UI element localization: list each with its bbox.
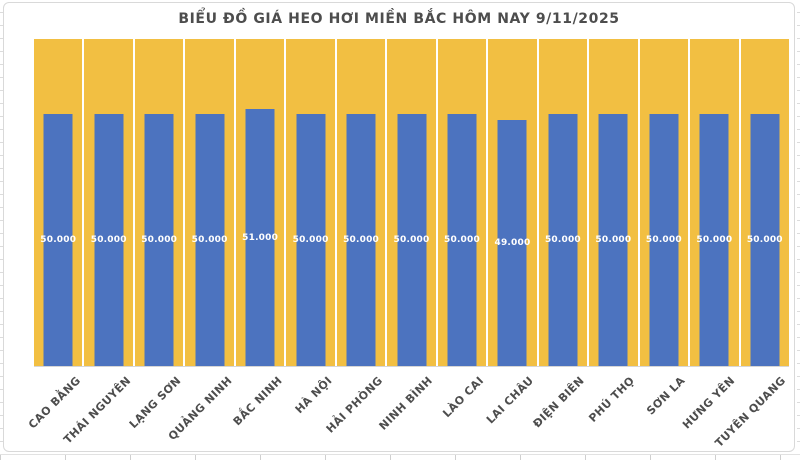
bar: 50.000	[91, 114, 126, 366]
category-label: HÀ NỘI	[292, 374, 336, 417]
bar-value-label: 50.000	[595, 235, 632, 246]
bar-value-label: 50.000	[191, 235, 228, 246]
x-axis-labels: CAO BẰNG THÁI NGUYÊN LẠNG SƠN QUẢNG NINH BẮC…	[26, 370, 789, 452]
category-label: NINH BÌNH	[376, 374, 436, 433]
bar: 50.000	[192, 114, 227, 366]
background-column: 50.000	[690, 39, 739, 366]
bar-value-label: 50.000	[141, 235, 178, 246]
background-column: 50.000	[336, 39, 386, 366]
bar-value-label: 50.000	[90, 235, 127, 246]
background-column: 50.000	[185, 39, 234, 366]
background-column: 50.000	[34, 39, 83, 366]
category-label: ĐIỆN BIÊN	[530, 374, 587, 431]
bar: 50.000	[343, 114, 379, 366]
bar: 50.000	[40, 114, 76, 366]
chart-title: BIỂU ĐỒ GIÁ HEO HƠI MIỀN BẮC HÔM NAY 9/1…	[178, 11, 620, 27]
background-column: 50.000	[639, 39, 689, 366]
bar: 50.000	[293, 114, 328, 366]
bar: 50.000	[545, 114, 581, 366]
spreadsheet-row-gridline-stubs-right	[797, 0, 800, 452]
background-column: 51.000	[235, 39, 285, 366]
bar: 50.000	[646, 114, 682, 366]
category-label: BẮC NINH	[230, 374, 285, 429]
background-column: 50.000	[286, 39, 335, 366]
bar: 49.000	[494, 119, 530, 366]
background-column: 49.000	[488, 39, 537, 366]
background-column: 50.000	[589, 39, 638, 366]
category-label: LÀO CAI	[439, 374, 487, 421]
bar-value-label: 50.000	[343, 235, 380, 246]
bar: 50.000	[394, 114, 429, 366]
background-column: 50.000	[538, 39, 588, 366]
category-label: PHÚ THỌ	[586, 374, 638, 425]
bar: 50.000	[595, 114, 631, 366]
plot-area: 50.000 50.000 50.000 50.000 51.000 50.000 50.0…	[34, 39, 790, 367]
bar-value-label: 51.000	[242, 232, 279, 243]
bar: 51.000	[242, 109, 278, 366]
bar: 50.000	[444, 114, 480, 366]
spreadsheet-column-gridline-stubs-bottom	[0, 454, 800, 460]
background-column: 50.000	[387, 39, 436, 366]
category-label: SƠN LA	[643, 374, 688, 418]
bar-value-label: 50.000	[746, 235, 783, 246]
bar: 50.000	[747, 114, 783, 366]
background-column: 50.000	[740, 39, 790, 366]
bar-value-label: 50.000	[292, 235, 329, 246]
category-label: LAI CHÂU	[484, 374, 537, 427]
spreadsheet-row-gridline-stubs-left	[0, 0, 3, 452]
chart-frame: BIỂU ĐỒ GIÁ HEO HƠI MIỀN BẮC HÔM NAY 9/1…	[3, 2, 795, 452]
background-column: 50.000	[134, 39, 184, 366]
bar-value-label: 50.000	[393, 235, 430, 246]
bar-value-label: 49.000	[494, 237, 531, 248]
bar-value-label: 50.000	[444, 235, 480, 246]
background-column: 50.000	[84, 39, 133, 366]
bar-value-label: 50.000	[645, 235, 682, 246]
background-column: 50.000	[437, 39, 487, 366]
bar-value-label: 50.000	[40, 235, 77, 246]
bar: 50.000	[141, 114, 177, 366]
bar-value-label: 50.000	[696, 235, 733, 246]
bar: 50.000	[696, 114, 732, 366]
bar-value-label: 50.000	[544, 235, 581, 246]
